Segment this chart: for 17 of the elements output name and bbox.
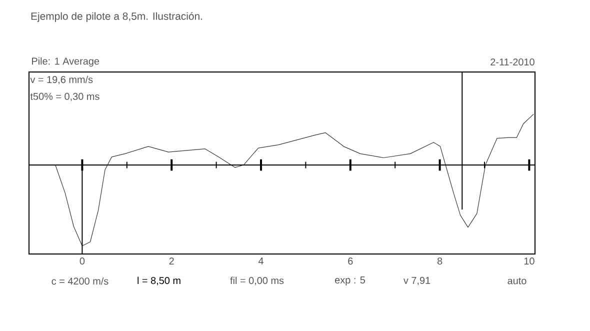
text: exp : 5 [335,276,365,286]
text: t50% = 0,30 ms [30,92,100,102]
x-tick-label: 2 [169,258,174,264]
text: c = 4200 m/s [52,277,108,285]
x-tick-label: 10 [524,258,534,265]
text: fil = 0,00 ms [230,276,284,286]
text: v 7,91 [403,276,430,286]
x-tick-label: 6 [348,258,353,265]
chart-title: Ejemplo de pilote a 8,5m. Ilustración. [31,12,202,22]
x-tick-label: 8 [437,258,442,265]
text: l = 8,50 m [138,276,180,286]
text: v = 19,6 mm/s [30,76,93,84]
x-tick-label: 0 [80,258,85,265]
text: 2-11-2010 [490,58,534,66]
text: Pile: 1 Average [32,57,100,67]
x-tick-label: 4 [258,258,264,264]
text: auto [508,278,526,284]
